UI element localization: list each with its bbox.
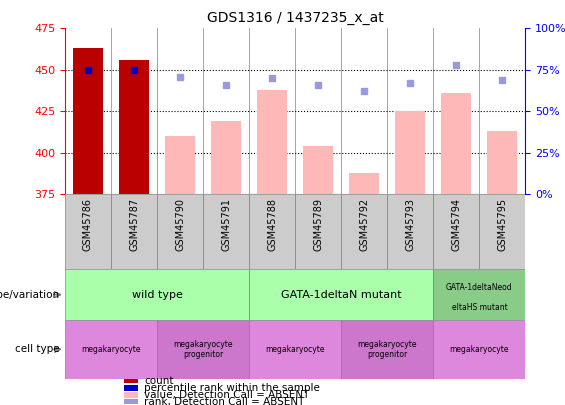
Text: rank, Detection Call = ABSENT: rank, Detection Call = ABSENT [144,396,305,405]
Text: value, Detection Call = ABSENT: value, Detection Call = ABSENT [144,390,310,400]
Bar [249,269,433,320]
Text: megakaryocyte
progenitor: megakaryocyte progenitor [358,340,417,359]
Bar [341,320,433,379]
Bar [203,194,249,269]
Text: genotype/variation: genotype/variation [0,290,59,300]
Text: megakaryocyte: megakaryocyte [450,345,509,354]
Bar [349,173,379,194]
Text: percentile rank within the sample: percentile rank within the sample [144,383,320,392]
Text: cell type: cell type [15,344,59,354]
Bar [124,377,138,384]
Bar [388,194,433,269]
Bar [249,194,295,269]
Bar [65,320,157,379]
Bar [124,399,138,405]
Bar [480,194,525,269]
Title: GDS1316 / 1437235_x_at: GDS1316 / 1437235_x_at [207,11,384,25]
Text: GATA-1deltaN mutant: GATA-1deltaN mutant [281,290,402,300]
Bar [124,385,138,390]
Text: megakaryocyte
progenitor: megakaryocyte progenitor [173,340,233,359]
Bar [157,194,203,269]
Bar [341,194,388,269]
Bar [433,320,525,379]
Text: GSM45790: GSM45790 [175,198,185,251]
Bar [303,146,333,194]
Bar [488,131,518,194]
Bar [65,269,249,320]
Text: count: count [144,375,173,386]
Bar [157,320,249,379]
Text: wild type: wild type [132,290,182,300]
Text: megakaryocyte: megakaryocyte [81,345,141,354]
Text: GSM45793: GSM45793 [405,198,415,251]
Bar [65,194,111,269]
Bar [111,194,157,269]
Bar [249,320,341,379]
Bar [165,136,195,194]
Bar [119,60,149,194]
Text: GSM45792: GSM45792 [359,198,370,251]
Text: GSM45788: GSM45788 [267,198,277,251]
Text: GSM45795: GSM45795 [497,198,507,251]
Bar [433,269,525,320]
Text: GSM45786: GSM45786 [83,198,93,251]
Bar [124,392,138,398]
Bar [211,122,241,194]
Text: GATA-1deltaNeod: GATA-1deltaNeod [446,283,512,292]
Text: GSM45789: GSM45789 [313,198,323,251]
Bar [396,111,425,194]
Text: eltaHS mutant: eltaHS mutant [451,303,507,312]
Bar [441,93,471,194]
Bar [73,48,103,194]
Text: GSM45787: GSM45787 [129,198,139,251]
Bar [433,194,480,269]
Text: GSM45791: GSM45791 [221,198,231,251]
Text: GSM45794: GSM45794 [451,198,462,251]
Bar [295,194,341,269]
Text: megakaryocyte: megakaryocyte [266,345,325,354]
Bar [257,90,287,194]
